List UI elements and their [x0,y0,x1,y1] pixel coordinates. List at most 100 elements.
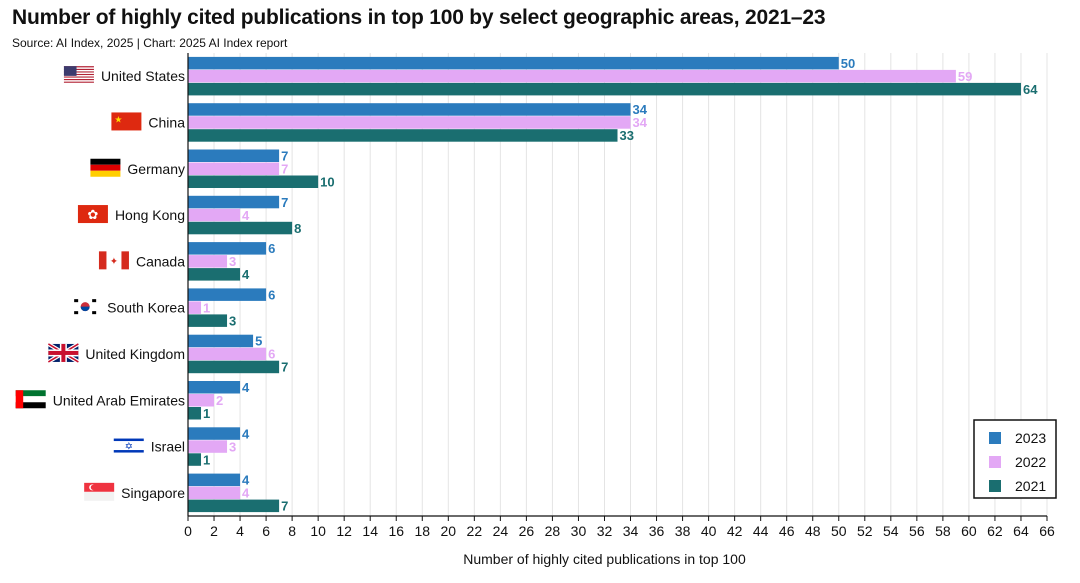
legend-swatch [989,480,1001,492]
data-label: 10 [320,175,334,190]
bar [188,149,280,162]
x-tick-label: 8 [288,523,296,539]
flag-us-icon [63,66,94,85]
flag-south-korea-icon [74,297,97,316]
data-label: 4 [242,426,250,441]
bar [188,473,241,487]
data-label: 7 [281,195,288,210]
data-label: 50 [841,56,855,71]
x-tick-label: 66 [1039,523,1055,539]
legend-label: 2023 [1015,430,1046,446]
bar [188,499,280,513]
x-tick-label: 2 [210,523,218,539]
bar [188,116,631,129]
data-label: 3 [229,313,236,328]
data-label: 6 [268,241,275,256]
bar [188,288,267,301]
bar [188,242,267,255]
x-tick-label: 52 [857,523,873,539]
bar [188,195,280,209]
legend-label: 2022 [1015,454,1046,470]
data-label: 7 [281,360,288,375]
bar [188,255,228,268]
x-tick-label: 44 [753,523,769,539]
category-label: Hong Kong [115,207,185,223]
bar [188,69,956,83]
data-label: 1 [203,406,210,421]
svg-text:✡: ✡ [125,442,133,453]
x-tick-label: 14 [362,523,378,539]
data-label: 1 [203,452,210,467]
bar [188,427,241,440]
data-label: 34 [633,115,648,130]
flag-canada-icon: ✦ [98,251,129,270]
x-tick-label: 6 [262,523,270,539]
bar [188,301,202,314]
legend-swatch [989,432,1001,444]
data-label: 4 [242,267,250,282]
flag-hong-kong-icon: ✿ [77,205,108,224]
data-label: 7 [281,149,288,164]
bar [188,82,1021,96]
x-tick-label: 54 [883,523,899,539]
data-label: 4 [242,380,250,395]
bar [188,208,241,222]
flag-singapore-icon [84,482,115,501]
bar [188,221,293,235]
bar [188,56,839,70]
category-label: United Kingdom [85,346,185,362]
data-label: 4 [242,486,250,501]
x-tick-label: 20 [441,523,457,539]
data-label: 5 [255,334,262,349]
flag-china-icon: ★ [111,112,142,131]
data-label: 8 [294,221,301,236]
x-tick-label: 58 [935,523,951,539]
x-tick-label: 50 [831,523,847,539]
bar [188,381,241,394]
x-tick-label: 64 [1013,523,1029,539]
bar [188,394,215,407]
category-label: Israel [151,439,185,455]
bar [188,486,241,500]
x-tick-label: 32 [597,523,613,539]
x-tick-label: 48 [805,523,821,539]
x-tick-label: 4 [236,523,244,539]
data-label: 33 [620,128,634,143]
bar [188,347,267,361]
svg-text:✿: ✿ [87,208,98,223]
x-tick-label: 42 [727,523,743,539]
x-tick-label: 34 [623,523,639,539]
x-tick-label: 62 [987,523,1003,539]
x-tick-label: 30 [571,523,587,539]
data-label: 6 [268,347,275,362]
flag-germany-icon [90,158,121,177]
category-label: United Arab Emirates [53,392,185,408]
category-label: Germany [127,161,185,177]
bar [188,314,228,327]
data-label: 3 [229,254,236,269]
data-label: 64 [1023,82,1038,97]
x-tick-label: 46 [779,523,795,539]
category-label: Canada [136,253,185,269]
bar [188,334,254,348]
legend-swatch [989,456,1001,468]
x-tick-label: 24 [493,523,509,539]
data-label: 2 [216,393,223,408]
chart-source: Source: AI Index, 2025 | Chart: 2025 AI … [12,36,288,50]
bar [188,103,631,116]
bar [188,407,202,420]
x-tick-label: 28 [545,523,561,539]
chart-title: Number of highly cited publications in t… [12,6,826,29]
flag-uae-icon [15,390,46,409]
bar [188,175,319,188]
bar [188,129,618,142]
x-tick-label: 26 [519,523,535,539]
flag-uk-icon [47,342,80,364]
svg-text:✦: ✦ [110,256,118,267]
x-tick-label: 40 [701,523,717,539]
legend: 2023 2022 2021 [973,419,1057,499]
flag-israel-icon: ✡ [113,436,144,455]
x-tick-label: 22 [467,523,483,539]
x-tick-label: 36 [649,523,665,539]
